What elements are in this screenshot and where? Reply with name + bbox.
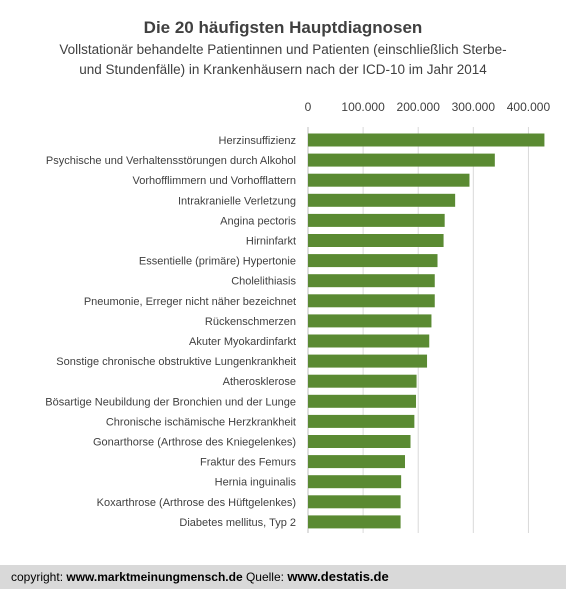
bar — [308, 515, 401, 529]
category-label: Bösartige Neubildung der Bronchien und d… — [45, 396, 296, 408]
bar — [308, 173, 470, 187]
category-label: Angina pectoris — [220, 215, 296, 227]
bar — [308, 193, 456, 207]
category-label: Vorhofflimmern und Vorhofflattern — [133, 175, 296, 187]
chart-subtitle-line-2: und Stundenfälle) in Krankenhäusern nach… — [79, 62, 487, 77]
category-label: Hernia inguinalis — [215, 477, 297, 489]
chart-subtitle-line-1: Vollstationär behandelte Patientinnen un… — [59, 42, 507, 57]
source-link[interactable]: www.destatis.de — [287, 569, 389, 584]
footer-bar: copyright: www.marktmeinungmensch.de Que… — [0, 565, 566, 589]
category-label: Psychische und Verhaltensstörungen durch… — [46, 155, 296, 167]
category-label: Diabetes mellitus, Typ 2 — [179, 517, 296, 529]
category-label: Essentielle (primäre) Hypertonie — [139, 256, 296, 268]
bar — [308, 394, 417, 408]
bar — [308, 475, 402, 489]
bar — [308, 354, 428, 368]
bar — [308, 133, 545, 147]
category-label: Rückenschmerzen — [205, 316, 296, 328]
x-tick-label: 100.000 — [341, 100, 385, 114]
category-label: Cholelithiasis — [231, 276, 296, 288]
category-label: Pneumonie, Erreger nicht näher bezeichne… — [84, 296, 296, 308]
x-tick-label: 200.000 — [397, 100, 441, 114]
category-label: Akuter Myokardinfarkt — [189, 336, 296, 348]
category-label: Atherosklerose — [223, 376, 296, 388]
bar — [308, 334, 430, 348]
bar — [308, 314, 432, 328]
category-label: Gonarthorse (Arthrose des Kniegelenkes) — [93, 437, 296, 449]
bar — [308, 495, 401, 509]
copyright-label: copyright: — [11, 570, 67, 584]
bar — [308, 294, 435, 308]
bar — [308, 374, 417, 388]
bar — [308, 153, 495, 167]
x-tick-label: 400.000 — [507, 100, 551, 114]
bar — [308, 274, 435, 288]
bar — [308, 234, 444, 247]
bar — [308, 455, 405, 469]
bar — [308, 414, 415, 428]
bar — [308, 435, 411, 448]
source-label: Quelle: — [242, 570, 288, 584]
category-label: Chronische ischämische Herzkrankheit — [106, 416, 296, 428]
bar-chart: 0 100.000 200.000 300.000 400.000 Herzinsuffi… — [45, 100, 551, 533]
category-label: Koxarthrose (Arthrose des Hüftgelenkes) — [97, 497, 296, 509]
copyright-link[interactable]: www.marktmeinungmensch.de — [66, 570, 243, 584]
category-label: Sonstige chronische obstruktive Lungenkr… — [56, 356, 296, 368]
category-label: Intrakranielle Verletzung — [178, 195, 296, 207]
bar — [308, 254, 438, 268]
category-label: Hirninfarkt — [246, 236, 296, 248]
x-tick-label: 0 — [305, 100, 312, 114]
category-label: Herzinsuffizienz — [219, 135, 296, 147]
bar — [308, 213, 445, 227]
chart-title: Die 20 häufigsten Hauptdiagnosen — [143, 18, 423, 37]
x-tick-label: 300.000 — [452, 100, 496, 114]
category-label: Fraktur des Femurs — [200, 457, 296, 469]
